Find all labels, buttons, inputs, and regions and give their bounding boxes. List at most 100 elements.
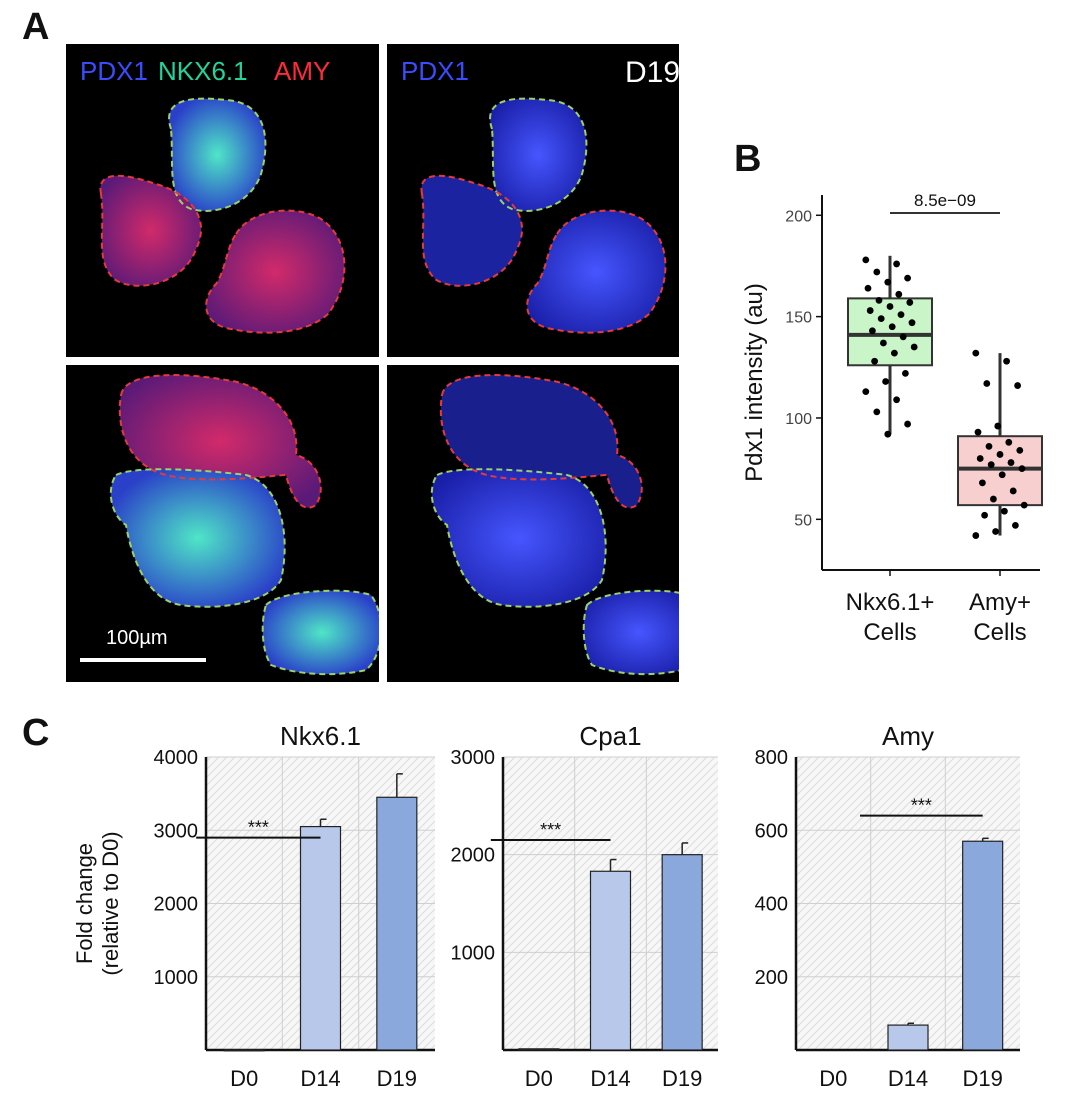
data-point bbox=[893, 260, 900, 268]
x-tick-label: Amy+ bbox=[969, 589, 1031, 616]
data-point bbox=[1014, 382, 1021, 389]
x-tick-label: Cells bbox=[863, 619, 916, 646]
data-point bbox=[985, 442, 993, 450]
data-point bbox=[895, 290, 903, 298]
data-point bbox=[904, 420, 911, 428]
y-tick-label: 1000 bbox=[451, 942, 496, 964]
data-point bbox=[974, 428, 982, 436]
chart-title: Amy bbox=[882, 721, 934, 751]
data-point bbox=[998, 471, 1006, 479]
y-tick-label: 400 bbox=[755, 894, 788, 916]
data-point bbox=[899, 333, 907, 341]
data-point bbox=[880, 339, 887, 347]
y-axis-title: Fold change bbox=[72, 843, 97, 964]
data-point bbox=[1001, 507, 1008, 515]
data-point bbox=[979, 479, 986, 487]
bar bbox=[518, 1048, 560, 1051]
data-point bbox=[869, 327, 876, 335]
data-point bbox=[1009, 487, 1017, 495]
data-point bbox=[871, 357, 878, 365]
label-pdx1: PDX1 bbox=[80, 56, 148, 86]
data-point bbox=[862, 256, 870, 264]
data-point bbox=[906, 299, 914, 306]
pdx1-top-image bbox=[420, 97, 667, 334]
data-point bbox=[893, 396, 900, 404]
significance-label: *** bbox=[248, 818, 269, 838]
data-point bbox=[904, 274, 911, 282]
x-tick-label: D0 bbox=[525, 1066, 553, 1091]
data-point bbox=[994, 422, 1002, 430]
significance-label: *** bbox=[911, 796, 932, 816]
data-point bbox=[891, 349, 898, 357]
data-point bbox=[873, 268, 881, 276]
y-tick-label: 200 bbox=[785, 208, 812, 225]
micrograph-merged-bottom: 100µm bbox=[66, 365, 379, 682]
micrograph-pdx1-top: PDX1 D19 bbox=[387, 44, 679, 357]
data-point bbox=[884, 430, 892, 438]
p-value-label: 8.5e−09 bbox=[914, 191, 976, 210]
y-tick-label: 3000 bbox=[451, 747, 496, 769]
y-tick-label: 200 bbox=[755, 967, 788, 989]
data-point bbox=[981, 511, 988, 519]
y-axis-title: (relative to D0) bbox=[98, 831, 123, 975]
box bbox=[957, 435, 1043, 507]
y-tick-label: 4000 bbox=[154, 747, 199, 769]
data-point bbox=[886, 303, 894, 310]
bar-chart-nkx6-1: 1000 2000 3000 4000 Nkx6.1 D0 D14 D19 *** Fold ch… bbox=[72, 721, 435, 1091]
bar bbox=[887, 1024, 929, 1051]
merged-bottom-image bbox=[80, 374, 379, 676]
data-point bbox=[897, 311, 905, 318]
label-pdx1-single: PDX1 bbox=[401, 56, 469, 86]
merged-top-image bbox=[99, 97, 346, 334]
data-point bbox=[983, 380, 991, 387]
data-point bbox=[877, 315, 885, 323]
label-amy: AMY bbox=[274, 56, 331, 86]
micrograph-pdx1-bottom bbox=[387, 365, 679, 682]
data-point bbox=[1018, 465, 1026, 473]
y-tick-label: 100 bbox=[785, 411, 812, 428]
y-tick-label: 2000 bbox=[451, 845, 496, 867]
x-tick-label: D14 bbox=[300, 1066, 340, 1091]
data-point bbox=[972, 532, 980, 539]
bar bbox=[376, 796, 418, 1051]
data-point bbox=[866, 307, 874, 314]
x-tick-label: Cells bbox=[973, 619, 1026, 646]
y-tick-label: 2000 bbox=[154, 894, 199, 916]
data-point bbox=[1003, 357, 1010, 365]
y-tick-label: 1000 bbox=[154, 967, 199, 989]
y-tick-label: 600 bbox=[755, 820, 788, 842]
bar bbox=[223, 1049, 265, 1052]
data-point bbox=[990, 495, 997, 503]
panel-label-a: A bbox=[22, 6, 50, 48]
data-point bbox=[1016, 447, 1024, 454]
panel-label-c: C bbox=[22, 712, 50, 754]
data-point bbox=[1012, 522, 1019, 529]
label-nkx6-1: NKX6.1 bbox=[158, 56, 248, 86]
data-point bbox=[888, 323, 896, 331]
label-timepoint: D19 bbox=[625, 56, 679, 89]
data-point bbox=[992, 528, 999, 535]
data-point bbox=[882, 378, 889, 385]
data-point bbox=[1005, 438, 1013, 446]
bar bbox=[661, 854, 703, 1051]
y-tick-label: 50 bbox=[794, 512, 812, 529]
chart-title: Nkx6.1 bbox=[280, 721, 361, 751]
data-point bbox=[875, 297, 883, 304]
x-tick-label: D14 bbox=[888, 1066, 928, 1091]
x-tick-label: D0 bbox=[230, 1066, 258, 1091]
y-tick-label: 800 bbox=[755, 747, 788, 769]
data-point bbox=[976, 455, 984, 462]
bar-chart-cpa1: 1000 2000 3000 Cpa1 D0 D14 D19 *** bbox=[451, 721, 718, 1091]
micrograph-merged-top: PDX1 NKX6.1 AMY bbox=[66, 44, 379, 357]
data-point bbox=[910, 343, 918, 351]
scale-bar-label: 100µm bbox=[106, 627, 168, 649]
data-point bbox=[902, 369, 909, 377]
x-tick-label: D0 bbox=[819, 1066, 847, 1091]
y-tick-label: 150 bbox=[785, 310, 812, 327]
data-point bbox=[864, 284, 872, 292]
pdx1-bottom-image bbox=[430, 374, 679, 676]
x-tick-label: D19 bbox=[962, 1066, 1002, 1091]
bar-chart-amy: 200 400 600 800 Amy D0 D14 D19 *** bbox=[755, 721, 1020, 1091]
data-point bbox=[908, 319, 916, 327]
